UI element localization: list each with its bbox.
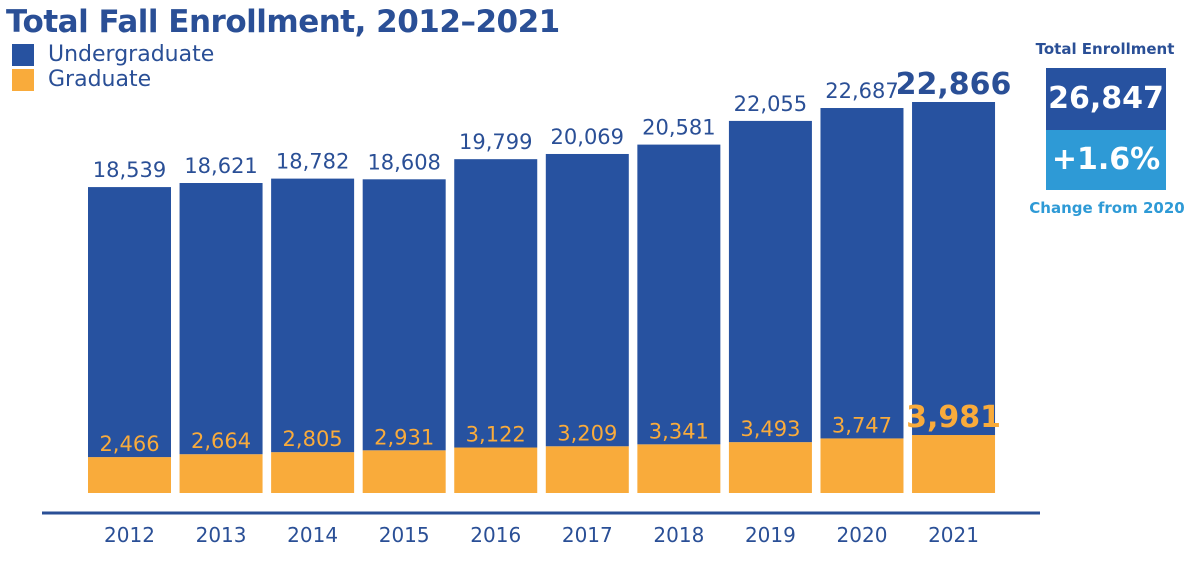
- label-undergraduate-2017: 20,069: [551, 125, 624, 149]
- bar-undergraduate-2012: [88, 187, 171, 458]
- bar-undergraduate-2013: [179, 183, 263, 455]
- bar-undergraduate-2017: [545, 153, 629, 447]
- label-undergraduate-2021: 22,866: [896, 67, 1012, 102]
- bar-graduate-2017: [545, 446, 629, 493]
- x-tick-label-2016: 2016: [470, 523, 521, 547]
- x-tick-label-2013: 2013: [196, 523, 247, 547]
- summary-title: Total Enrollment: [1035, 40, 1175, 58]
- label-graduate-2013: 2,664: [191, 429, 251, 453]
- label-undergraduate-2018: 20,581: [642, 116, 715, 140]
- legend-label: Graduate: [48, 67, 152, 92]
- bar-graduate-2016: [454, 447, 538, 493]
- x-tick-label-2014: 2014: [287, 523, 338, 547]
- x-tick-label-2020: 2020: [837, 523, 888, 547]
- bar-graduate-2019: [728, 442, 812, 493]
- x-tick-label-2019: 2019: [745, 523, 796, 547]
- label-graduate-2018: 3,341: [649, 419, 709, 443]
- bar-graduate-2013: [179, 454, 263, 493]
- bar-undergraduate-2014: [271, 178, 355, 453]
- legend-label: Undergraduate: [48, 42, 215, 67]
- bar-graduate-2015: [362, 450, 446, 493]
- label-graduate-2021: 3,981: [906, 400, 1001, 435]
- label-undergraduate-2020: 22,687: [825, 79, 898, 103]
- label-undergraduate-2016: 19,799: [459, 130, 532, 154]
- x-tick-label-2017: 2017: [562, 523, 613, 547]
- bar-graduate-2014: [271, 452, 355, 493]
- bar-undergraduate-2016: [454, 159, 538, 448]
- change-box: +1.6%: [1046, 130, 1166, 190]
- label-graduate-2016: 3,122: [466, 423, 526, 447]
- bar-undergraduate-2015: [362, 179, 446, 451]
- label-undergraduate-2014: 18,782: [276, 150, 349, 174]
- label-undergraduate-2012: 18,539: [93, 158, 166, 182]
- label-graduate-2012: 2,466: [99, 432, 159, 456]
- bar-undergraduate-2019: [728, 120, 812, 443]
- label-undergraduate-2015: 18,608: [367, 150, 440, 174]
- bar-undergraduate-2020: [820, 108, 904, 439]
- total-enrollment-box: 26,847: [1046, 68, 1166, 130]
- label-graduate-2019: 3,493: [740, 417, 800, 441]
- label-graduate-2020: 3,747: [832, 413, 892, 437]
- label-undergraduate-2019: 22,055: [734, 92, 807, 116]
- x-tick-label-2012: 2012: [104, 523, 155, 547]
- bar-graduate-2020: [820, 438, 904, 493]
- label-undergraduate-2013: 18,621: [184, 154, 257, 178]
- label-graduate-2015: 2,931: [374, 425, 434, 449]
- bar-undergraduate-2018: [637, 144, 721, 445]
- bar-graduate-2018: [637, 444, 721, 493]
- legend-item-undergraduate: Undergraduate: [12, 42, 214, 67]
- label-graduate-2014: 2,805: [283, 427, 343, 451]
- bar-graduate-2012: [88, 457, 171, 493]
- bar-graduate-2021: [912, 435, 996, 493]
- legend-swatch-undergraduate: [12, 43, 34, 66]
- x-tick-label-2018: 2018: [653, 523, 704, 547]
- x-tick-label-2021: 2021: [928, 523, 979, 547]
- x-tick-label-2015: 2015: [379, 523, 430, 547]
- change-label: Change from 2020: [1029, 199, 1185, 217]
- chart-title: Total Fall Enrollment, 2012–2021: [6, 4, 560, 40]
- legend-item-graduate: Graduate: [12, 67, 151, 92]
- legend-swatch-graduate: [12, 68, 34, 91]
- label-graduate-2017: 3,209: [557, 421, 617, 445]
- bar-undergraduate-2021: [912, 102, 996, 436]
